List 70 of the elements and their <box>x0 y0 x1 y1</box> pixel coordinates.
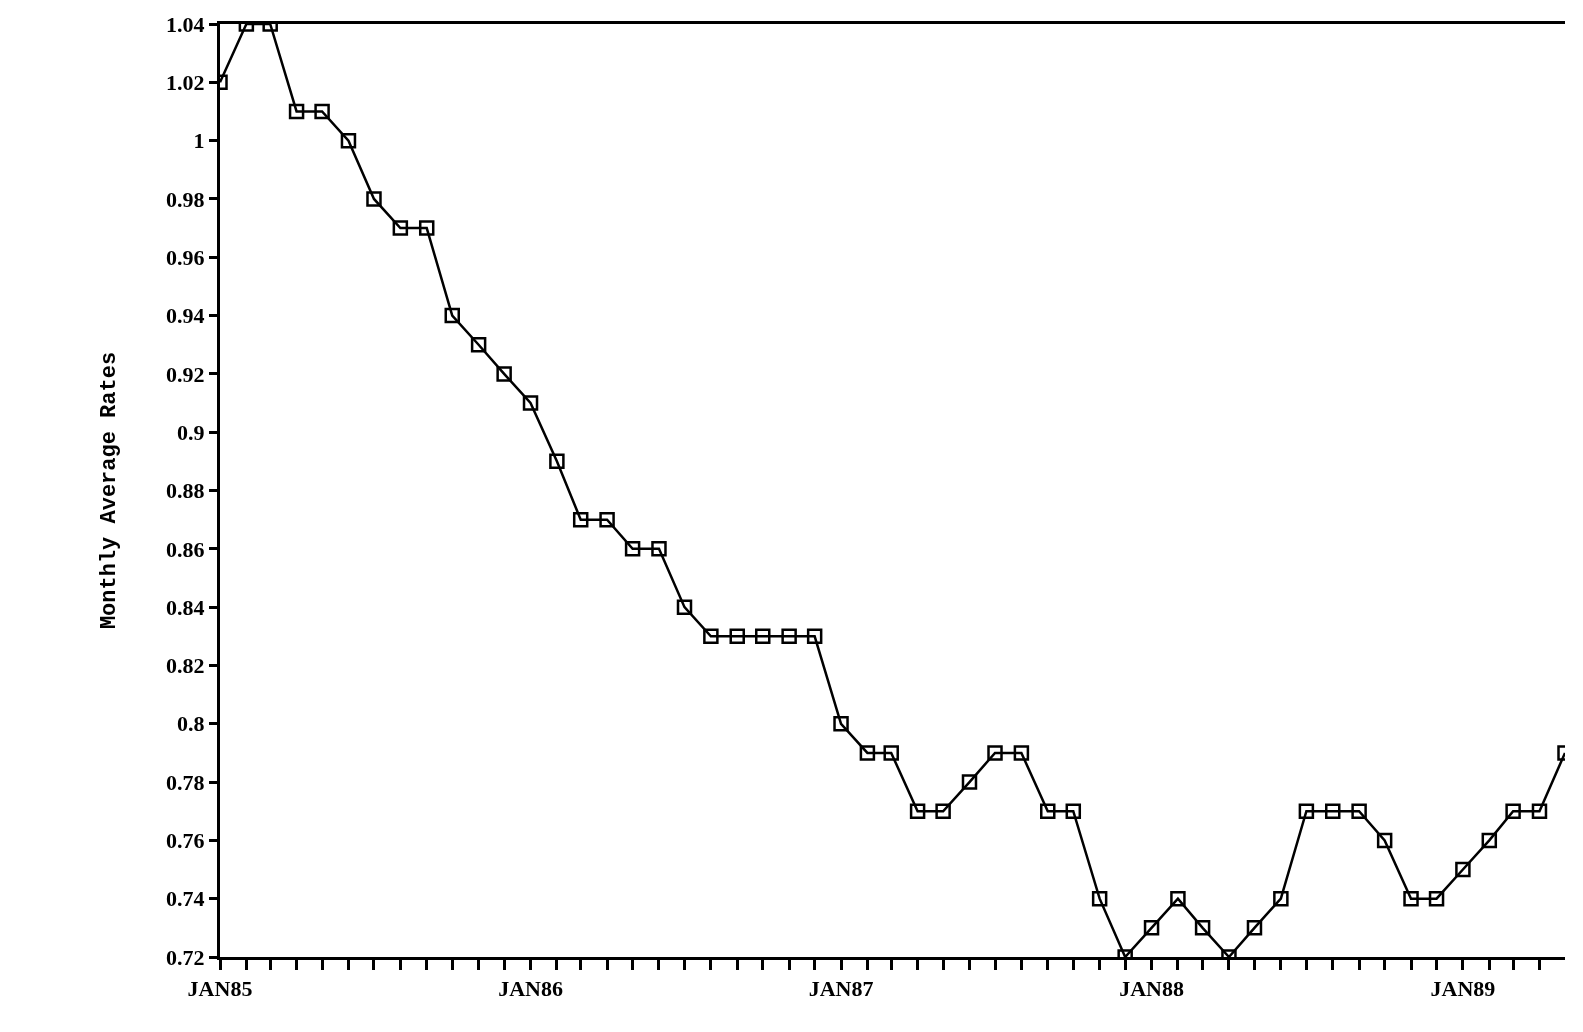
point <box>651 541 667 557</box>
point <box>1143 920 1160 936</box>
x-tick-label: JAN85 <box>187 976 253 1002</box>
point <box>1531 803 1548 819</box>
y-tick-label: 0.88 <box>166 478 205 504</box>
y-tick-label: 0.92 <box>166 361 205 387</box>
point <box>1273 890 1289 907</box>
point <box>522 395 539 411</box>
y-tick-label: 1 <box>193 128 205 154</box>
point <box>703 628 719 645</box>
y-tick-label: 0.8 <box>177 711 205 737</box>
point <box>987 745 1003 761</box>
point <box>676 599 693 615</box>
point <box>833 716 849 732</box>
point <box>1170 890 1186 907</box>
point <box>909 803 926 819</box>
y-tick-label: 1.02 <box>166 70 205 96</box>
point <box>1376 832 1393 849</box>
y-tick-label: 0.76 <box>166 828 205 854</box>
point <box>755 628 771 645</box>
x-tick-label: JAN86 <box>498 976 563 1002</box>
point <box>1298 803 1315 819</box>
y-tick-label: 0.82 <box>166 653 205 679</box>
point <box>549 453 565 470</box>
point <box>1246 920 1263 936</box>
point <box>624 541 641 557</box>
point <box>496 366 512 382</box>
point <box>935 803 951 819</box>
y-tick-label: 0.94 <box>166 303 205 329</box>
y-tick-label: 0.86 <box>166 536 205 562</box>
y-tick-label: 1.04 <box>166 11 205 37</box>
point <box>470 336 487 353</box>
point <box>572 511 589 528</box>
point <box>288 103 305 120</box>
x-tick-label: JAN87 <box>808 976 874 1002</box>
point <box>859 745 876 761</box>
point <box>1403 890 1419 907</box>
point <box>1013 745 1030 761</box>
point <box>1351 803 1367 819</box>
y-tick-label: 0.74 <box>166 886 205 912</box>
point <box>599 511 615 528</box>
y-tick-label: 0.78 <box>166 769 205 795</box>
y-tick-label: 0.72 <box>166 944 205 970</box>
point <box>961 774 978 790</box>
x-tick-label: JAN88 <box>1119 976 1184 1002</box>
point <box>418 220 435 236</box>
point <box>444 307 460 324</box>
point <box>366 191 382 207</box>
point <box>883 745 899 761</box>
point <box>1325 803 1341 819</box>
point <box>806 628 823 645</box>
y-tick-label: 0.98 <box>166 186 205 212</box>
point <box>1455 861 1471 878</box>
y-axis-title: Monthly Average Rates <box>96 351 122 630</box>
point <box>340 132 357 149</box>
point <box>1481 832 1498 849</box>
point <box>392 220 409 236</box>
point <box>781 628 797 645</box>
y-tick-label: 0.84 <box>166 594 205 620</box>
x-tick-label: JAN89 <box>1430 976 1496 1002</box>
point <box>1065 803 1082 819</box>
y-tick-label: 0.9 <box>177 419 205 445</box>
point <box>314 103 330 120</box>
point <box>1194 920 1211 936</box>
point <box>729 628 745 645</box>
point <box>1091 890 1108 907</box>
point <box>1040 803 1056 819</box>
point <box>1505 803 1521 819</box>
y-tick-label: 0.96 <box>166 244 205 270</box>
point <box>1428 890 1445 907</box>
